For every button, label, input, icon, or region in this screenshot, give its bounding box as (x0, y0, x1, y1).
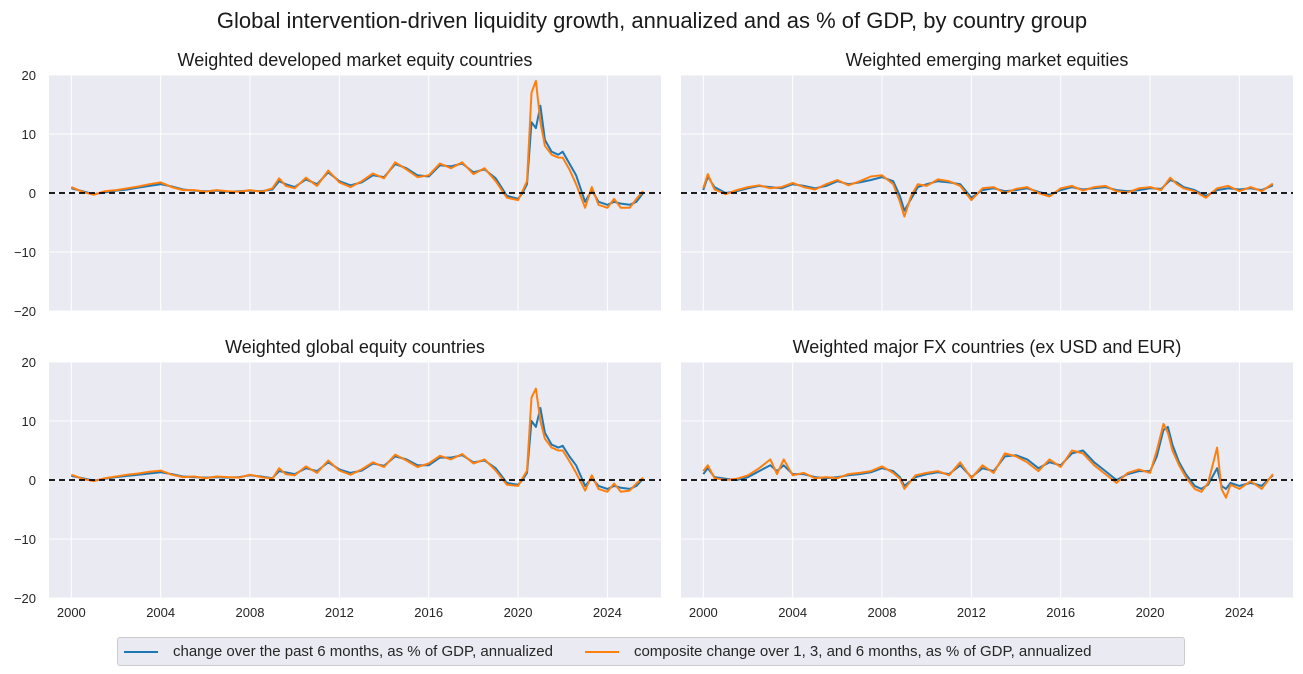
y-tick-label: −20 (14, 591, 36, 606)
y-tick-label: 0 (29, 473, 36, 488)
series-line-composite (70, 387, 644, 493)
series-line-composite (702, 422, 1274, 499)
legend-line-6m (124, 650, 158, 653)
x-tick-label: 2004 (146, 605, 175, 620)
x-tick-label: 2000 (57, 605, 86, 620)
y-tick-label: 10 (22, 414, 36, 429)
y-tick-label: −10 (14, 245, 36, 260)
legend-line-composite (584, 650, 619, 653)
x-tick-label: 2016 (414, 605, 443, 620)
y-tick-label: 0 (29, 186, 36, 201)
y-tick-label: −20 (14, 304, 36, 319)
series-line-composite (702, 173, 1274, 218)
x-tick-label: 2024 (593, 605, 622, 620)
legend-item-6m: change over the past 6 months, as % of G… (124, 643, 553, 660)
x-tick-label: 2000 (689, 605, 718, 620)
legend-label-composite: composite change over 1, 3, and 6 months… (633, 643, 1092, 660)
panel-3: 2000 2004 2008 2012 2016 2020 2024 −20 −10 0 10 20 W… (14, 337, 661, 620)
x-tick-label: 2020 (1136, 605, 1165, 620)
y-tick-label: −10 (14, 532, 36, 547)
y-tick-label: 10 (22, 127, 36, 142)
legend-label-6m: change over the past 6 months, as % of G… (173, 643, 553, 660)
legend-item-composite: composite change over 1, 3, and 6 months… (584, 643, 1092, 660)
y-tick-label: 20 (22, 355, 36, 370)
x-tick-label: 2024 (1225, 605, 1254, 620)
x-tick-label: 2008 (868, 605, 897, 620)
x-tick-label: 2008 (236, 605, 265, 620)
panel-title: Weighted emerging market equities (846, 50, 1129, 70)
figure-title: Global intervention-driven liquidity gro… (217, 8, 1087, 33)
x-tick-label: 2004 (778, 605, 807, 620)
legend: change over the past 6 months, as % of G… (117, 637, 1185, 666)
x-tick-label: 2016 (1046, 605, 1075, 620)
panel-title: Weighted major FX countries (ex USD and … (793, 337, 1182, 357)
x-tick-label: 2012 (325, 605, 354, 620)
x-tick-label: 2012 (957, 605, 986, 620)
y-tick-label: 20 (22, 68, 36, 83)
panel-title: Weighted developed market equity countri… (178, 50, 533, 70)
panel-4: 2000 2004 2008 2012 2016 2020 2024 Weighted maj… (681, 337, 1293, 620)
panel-2: Weighted emerging market equities (681, 50, 1293, 312)
series-line-composite (70, 79, 644, 209)
x-tick-label: 2020 (504, 605, 533, 620)
panel-1: −20 −10 0 10 20 Weighted developed market equ… (14, 50, 661, 319)
panel-title: Weighted global equity countries (225, 337, 485, 357)
